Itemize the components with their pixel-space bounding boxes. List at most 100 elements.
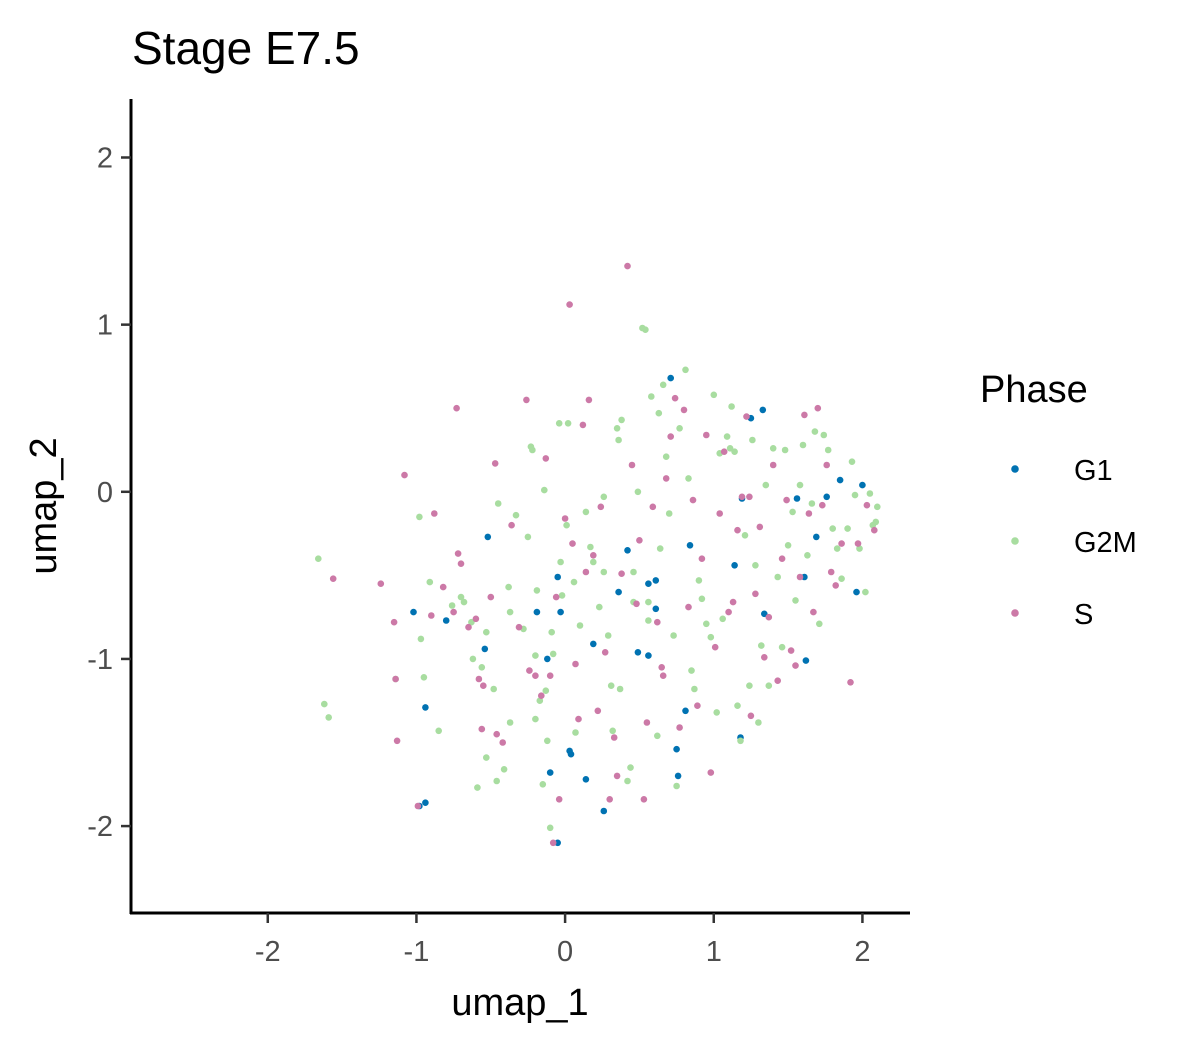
point-s-18 xyxy=(487,593,495,601)
legend-label-g1: G1 xyxy=(1074,455,1113,487)
point-s-50 xyxy=(628,461,636,469)
point-g1-40 xyxy=(823,493,830,501)
point-g2m-78 xyxy=(670,632,677,639)
point-s-14 xyxy=(472,615,480,623)
point-s-60 xyxy=(671,394,679,402)
point-g2m-95 xyxy=(728,403,735,410)
legend-label-g2m: G2M xyxy=(1074,527,1137,559)
point-s-95 xyxy=(827,568,835,576)
point-g2m-74 xyxy=(656,545,664,552)
point-s-100 xyxy=(863,501,871,509)
point-g2m-122 xyxy=(829,525,836,532)
point-g2m-111 xyxy=(784,542,792,549)
point-g2m-113 xyxy=(792,597,799,604)
point-g2m-68 xyxy=(642,326,649,334)
point-g2m-115 xyxy=(799,441,807,449)
point-s-6 xyxy=(414,802,422,810)
y-tick-label: 2 xyxy=(97,143,113,175)
point-g1-24 xyxy=(652,605,660,613)
point-s-12 xyxy=(457,560,465,567)
point-g2m-4 xyxy=(416,513,423,521)
legend-key-s xyxy=(1011,609,1019,617)
point-g1-7 xyxy=(533,608,541,616)
point-g2m-80 xyxy=(676,425,683,432)
point-g2m-49 xyxy=(582,508,590,516)
point-s-98 xyxy=(847,679,854,686)
point-g1-35 xyxy=(761,610,768,618)
point-s-32 xyxy=(555,796,563,803)
point-s-89 xyxy=(801,411,808,419)
point-g1-29 xyxy=(686,542,694,549)
point-g1-25 xyxy=(667,374,674,382)
point-s-4 xyxy=(393,737,401,745)
point-g2m-47 xyxy=(572,729,579,736)
point-s-52 xyxy=(636,537,643,544)
point-s-13 xyxy=(465,623,472,631)
point-g1-0 xyxy=(410,608,417,616)
point-g1-38 xyxy=(802,657,810,664)
point-g2m-40 xyxy=(549,650,557,658)
point-g2m-128 xyxy=(856,545,863,552)
point-g2m-12 xyxy=(468,618,475,626)
point-s-59 xyxy=(667,433,674,440)
point-g2m-54 xyxy=(600,493,608,501)
point-g2m-96 xyxy=(731,448,738,456)
point-s-23 xyxy=(515,623,523,631)
point-g2m-50 xyxy=(587,543,594,551)
point-s-43 xyxy=(597,503,605,511)
point-g2m-116 xyxy=(804,552,811,559)
point-s-57 xyxy=(658,664,665,671)
point-g1-14 xyxy=(567,750,575,758)
point-g2m-13 xyxy=(469,655,477,663)
point-g2m-17 xyxy=(483,754,490,761)
x-ticks: -2 -1 0 1 2 xyxy=(255,913,870,968)
point-s-97 xyxy=(838,540,845,547)
point-s-84 xyxy=(778,555,786,562)
legend-key-g1 xyxy=(1011,465,1019,473)
point-s-28 xyxy=(542,455,550,462)
point-s-35 xyxy=(569,540,576,547)
point-g2m-51 xyxy=(590,558,597,566)
x-tick-label: -1 xyxy=(404,936,430,968)
point-g2m-27 xyxy=(524,533,532,541)
point-g2m-85 xyxy=(695,577,703,584)
point-s-85 xyxy=(783,496,790,504)
point-s-31 xyxy=(552,593,560,601)
point-s-66 xyxy=(698,555,706,562)
point-g2m-106 xyxy=(765,682,773,689)
point-s-71 xyxy=(720,448,728,456)
point-g2m-108 xyxy=(774,573,781,581)
point-s-34 xyxy=(566,301,573,308)
point-s-62 xyxy=(680,406,688,414)
point-s-10 xyxy=(453,404,460,412)
point-g1-26 xyxy=(673,745,680,753)
point-g2m-82 xyxy=(685,475,692,482)
point-g2m-20 xyxy=(494,500,502,507)
point-s-19 xyxy=(493,730,501,738)
point-s-41 xyxy=(590,552,597,559)
point-g1-11 xyxy=(554,573,561,581)
point-g2m-18 xyxy=(490,685,498,693)
point-g2m-43 xyxy=(558,592,566,599)
point-s-103 xyxy=(659,672,667,679)
point-s-26 xyxy=(532,672,539,679)
point-g1-6 xyxy=(481,645,489,653)
point-g2m-39 xyxy=(548,628,555,636)
point-s-68 xyxy=(707,769,715,776)
legend-key-g2m xyxy=(1011,537,1019,545)
point-g2m-21 xyxy=(500,766,508,773)
point-g2m-98 xyxy=(737,737,744,745)
point-g2m-11 xyxy=(460,598,468,606)
point-g2m-75 xyxy=(659,381,667,389)
point-g2m-69 xyxy=(645,617,652,624)
point-g2m-125 xyxy=(844,525,851,532)
point-s-91 xyxy=(810,608,817,616)
point-s-1 xyxy=(377,580,385,587)
point-g2m-15 xyxy=(478,664,486,671)
point-g2m-53 xyxy=(600,568,608,576)
point-s-104 xyxy=(746,493,753,501)
point-s-53 xyxy=(640,796,648,803)
point-g2m-1 xyxy=(321,700,328,708)
point-g2m-120 xyxy=(820,431,828,439)
point-s-16 xyxy=(478,725,486,733)
